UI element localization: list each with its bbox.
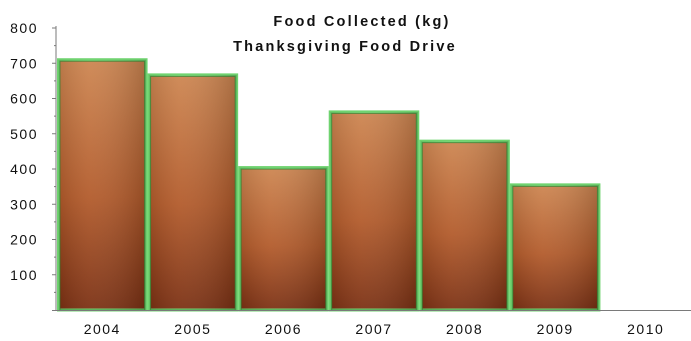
bar-2004 bbox=[57, 58, 148, 312]
bar-shade bbox=[149, 74, 237, 310]
y-tick-label: 300 bbox=[10, 196, 38, 212]
bar-2008 bbox=[419, 139, 510, 312]
y-tick-label: 700 bbox=[10, 55, 38, 71]
x-tick-label-2004: 2004 bbox=[84, 321, 121, 337]
y-tick-label: 500 bbox=[10, 126, 38, 142]
bar-shade bbox=[420, 141, 509, 310]
y-tick-labels: 100 200 300 400 500 600 700 800 bbox=[10, 20, 38, 283]
x-tick-label-2010: 2010 bbox=[627, 321, 664, 337]
y-tick-label: 100 bbox=[10, 267, 38, 283]
y-tick-label: 600 bbox=[10, 91, 38, 107]
axes-group bbox=[52, 26, 691, 311]
x-tick-label-2007: 2007 bbox=[355, 321, 392, 337]
x-tick-label-2008: 2008 bbox=[446, 321, 483, 337]
chart-subtitle: Thanksgiving Food Drive bbox=[233, 39, 457, 55]
y-tick-label: 200 bbox=[10, 232, 38, 248]
bar-2006 bbox=[238, 166, 329, 312]
y-tick-label: 400 bbox=[10, 161, 38, 177]
x-tick-label-2009: 2009 bbox=[537, 321, 574, 337]
y-tick-label: 800 bbox=[10, 20, 38, 36]
bars-group bbox=[57, 58, 601, 312]
x-tick-labels: 2004 2005 2006 2007 2008 2009 2010 bbox=[84, 321, 664, 337]
bar-2005 bbox=[147, 73, 239, 312]
bar-2009 bbox=[509, 183, 601, 312]
bar-shade bbox=[511, 184, 599, 310]
bar-shade bbox=[239, 167, 328, 310]
bar-shade bbox=[330, 111, 418, 311]
x-tick-label-2006: 2006 bbox=[265, 321, 302, 337]
chart-title: Food Collected (kg) bbox=[273, 14, 450, 30]
x-tick-label-2005: 2005 bbox=[174, 321, 211, 337]
bar-2007 bbox=[328, 110, 420, 312]
bar-shade bbox=[58, 59, 147, 310]
